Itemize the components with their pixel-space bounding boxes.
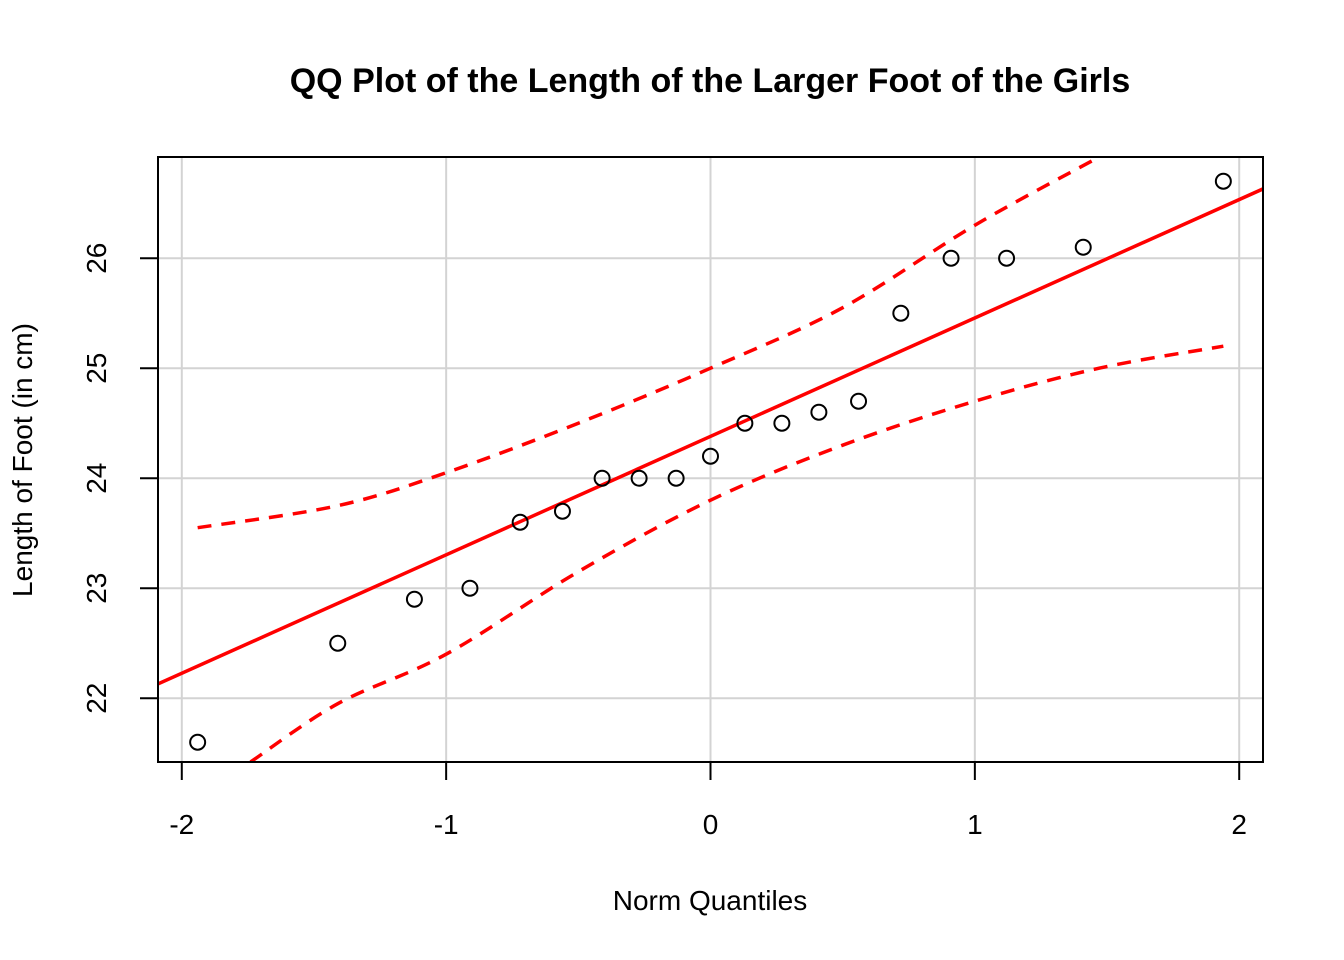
data-point-12 xyxy=(810,403,828,421)
data-point-16 xyxy=(998,249,1016,267)
data-point-14 xyxy=(892,304,910,322)
data-point-8 xyxy=(667,469,685,487)
x-tick-label-2: 0 xyxy=(703,809,719,840)
data-point-13 xyxy=(850,392,868,410)
data-point-11 xyxy=(773,414,791,432)
y-axis: 22 23 24 25 26 xyxy=(81,243,159,714)
data-point-9 xyxy=(702,447,719,465)
y-axis-label: Length of Foot (in cm) xyxy=(7,323,38,597)
x-tick-label-1: -1 xyxy=(434,809,459,840)
x-tick-label-0: -2 xyxy=(169,809,194,840)
data-point-1 xyxy=(329,634,347,652)
grid-lines xyxy=(158,157,1263,762)
data-point-5 xyxy=(553,502,571,520)
data-point-0 xyxy=(189,733,207,751)
lower-confidence-line xyxy=(249,344,1224,762)
x-axis-label: Norm Quantiles xyxy=(613,885,808,916)
data-point-2 xyxy=(405,590,423,608)
x-tick-label-3: 1 xyxy=(967,809,983,840)
y-tick-label-0: 22 xyxy=(81,683,112,714)
chart-title: QQ Plot of the Length of the Larger Foot… xyxy=(290,62,1131,100)
data-point-15 xyxy=(942,249,960,267)
data-point-10 xyxy=(736,414,754,432)
y-tick-label-2: 24 xyxy=(81,463,112,494)
y-tick-label-4: 26 xyxy=(81,243,112,274)
x-tick-label-4: 2 xyxy=(1231,809,1247,840)
data-point-4 xyxy=(511,513,529,531)
y-tick-label-1: 23 xyxy=(81,573,112,604)
upper-confidence-line xyxy=(197,157,1100,530)
x-axis: -2 -1 0 1 2 xyxy=(169,761,1247,840)
data-points xyxy=(189,172,1232,751)
data-point-7 xyxy=(630,469,648,487)
y-tick-label-3: 25 xyxy=(81,353,112,384)
data-point-17 xyxy=(1074,238,1092,256)
confidence-band xyxy=(197,157,1224,762)
reference-line xyxy=(158,187,1263,686)
reference-line-group xyxy=(158,187,1263,686)
data-point-6 xyxy=(593,469,611,487)
data-point-18 xyxy=(1214,172,1232,190)
data-point-3 xyxy=(461,579,479,597)
